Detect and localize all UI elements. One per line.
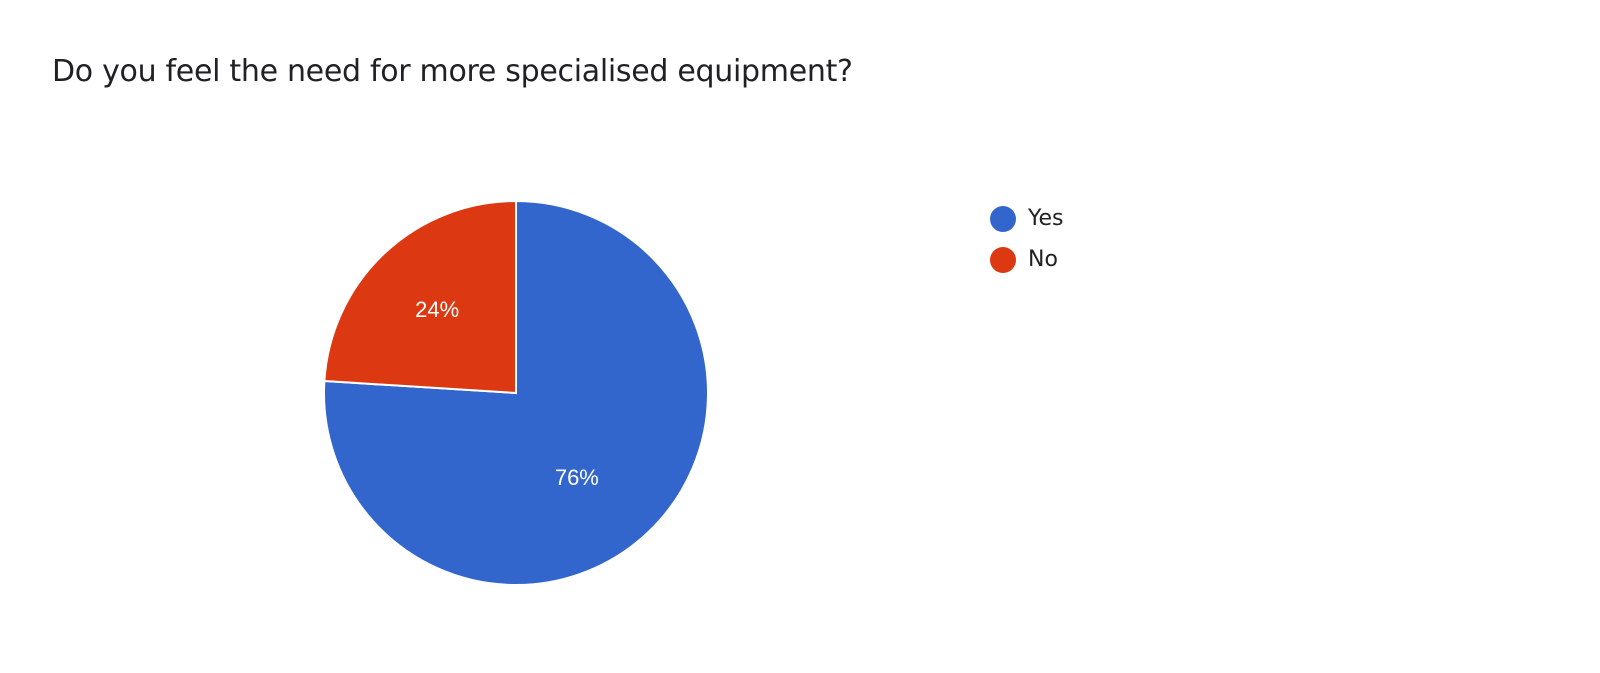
legend-item-yes[interactable]: Yes (990, 198, 1064, 239)
data-label-yes: 76% (555, 465, 599, 490)
legend-label-yes: Yes (1028, 206, 1064, 231)
pie-slice-no[interactable] (323, 199, 517, 395)
legend-swatch-yes (990, 205, 1016, 232)
chart-title: Do you feel the need for more specialise… (52, 54, 853, 89)
legend: Yes No (990, 198, 1064, 280)
data-label-no: 24% (415, 297, 459, 322)
legend-label-no: No (1028, 247, 1058, 272)
legend-swatch-no (990, 246, 1016, 273)
legend-item-no[interactable]: No (990, 239, 1064, 280)
pie-slice-yes[interactable] (323, 199, 709, 586)
